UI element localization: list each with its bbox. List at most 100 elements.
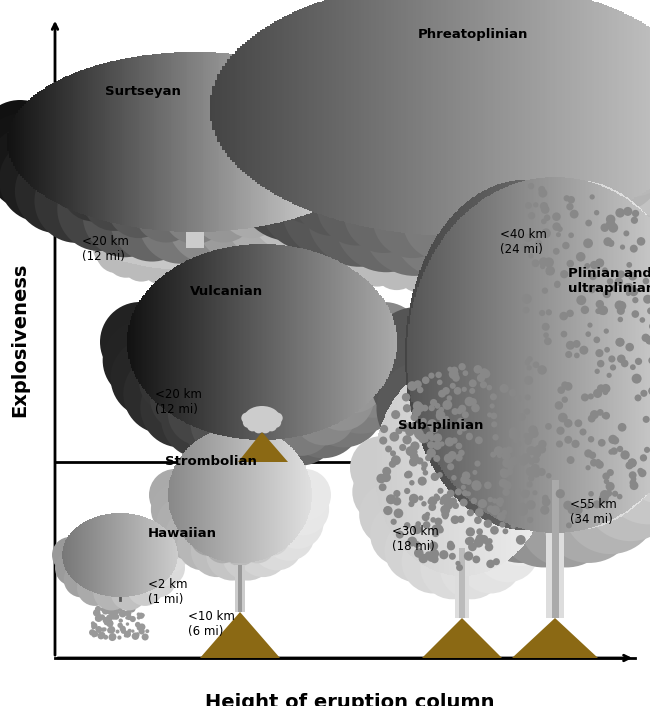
Circle shape [450, 515, 460, 524]
Bar [507, 376, 508, 561]
Bar [545, 186, 546, 525]
Circle shape [103, 321, 183, 400]
Bar [428, 0, 431, 235]
Circle shape [107, 627, 113, 633]
Bar [276, 239, 278, 257]
Bar [573, 195, 574, 515]
Bar [509, 208, 510, 502]
Bar [361, 100, 362, 184]
Bar [186, 198, 204, 248]
Circle shape [157, 497, 209, 549]
Bar [350, 268, 351, 416]
Bar [41, 90, 43, 194]
Bar [647, 25, 649, 191]
Bar [448, 0, 450, 236]
Bar [315, 73, 317, 211]
Circle shape [616, 208, 625, 217]
Bar [309, 5, 312, 211]
Bar [484, 364, 485, 573]
Bar [599, 4, 602, 213]
Bar [326, 0, 329, 217]
Bar [500, 224, 503, 272]
Bar [300, 459, 301, 532]
Bar [298, 455, 299, 534]
Bar [266, 244, 267, 440]
Circle shape [597, 409, 604, 416]
Bar [423, 272, 424, 438]
Circle shape [111, 337, 190, 418]
Circle shape [413, 401, 422, 411]
Circle shape [532, 456, 540, 463]
Bar [410, 316, 411, 395]
Circle shape [645, 307, 650, 403]
Bar [636, 20, 639, 196]
Circle shape [516, 535, 526, 545]
Bar [459, 548, 465, 618]
Bar [460, 360, 461, 576]
Bar [592, 182, 593, 528]
Circle shape [503, 480, 509, 486]
Bar [262, 29, 265, 187]
Circle shape [437, 380, 443, 385]
Bar [281, 242, 283, 254]
Bar [302, 461, 303, 529]
Bar [208, 52, 210, 232]
Circle shape [439, 419, 447, 427]
Circle shape [333, 337, 413, 418]
Circle shape [495, 242, 543, 290]
Circle shape [448, 369, 459, 379]
Bar [644, 24, 647, 192]
Bar [369, 282, 370, 402]
Bar [512, 206, 513, 504]
Circle shape [452, 503, 459, 509]
Bar [207, 434, 208, 556]
Circle shape [512, 429, 519, 436]
Bar [536, 189, 537, 520]
Circle shape [421, 535, 484, 599]
Bar [220, 53, 221, 231]
Bar [255, 57, 257, 227]
Bar [376, 229, 378, 267]
Text: <10 km
(6 mi): <10 km (6 mi) [188, 610, 235, 638]
Circle shape [586, 331, 591, 337]
Bar [548, 232, 550, 265]
Bar [247, 427, 248, 563]
Bar [183, 453, 184, 537]
Circle shape [583, 239, 593, 249]
Bar [465, 203, 466, 507]
Bar [555, 177, 556, 533]
Circle shape [196, 177, 280, 261]
Bar [421, 280, 422, 431]
Circle shape [447, 489, 454, 498]
Circle shape [532, 259, 539, 267]
Bar [452, 215, 453, 494]
Bar [536, 229, 538, 268]
Circle shape [456, 564, 463, 571]
Circle shape [545, 423, 552, 430]
Circle shape [468, 542, 477, 551]
Bar [531, 228, 534, 268]
Bar [216, 53, 218, 232]
Circle shape [525, 359, 530, 364]
Bar [502, 183, 503, 527]
Bar [574, 196, 575, 514]
Circle shape [617, 445, 623, 452]
Bar [516, 202, 517, 508]
Circle shape [570, 210, 578, 218]
Circle shape [458, 363, 466, 371]
Circle shape [447, 246, 495, 294]
Bar [520, 199, 521, 511]
Bar [547, 444, 548, 492]
Bar [356, 0, 359, 225]
Circle shape [535, 445, 542, 452]
Circle shape [247, 421, 258, 431]
Circle shape [414, 549, 424, 558]
Bar [562, 189, 564, 521]
Bar [539, 178, 540, 532]
Circle shape [224, 173, 307, 257]
Circle shape [396, 244, 444, 292]
Bar [184, 452, 185, 538]
Bar [251, 428, 252, 562]
Bar [116, 60, 118, 224]
Circle shape [98, 630, 101, 634]
